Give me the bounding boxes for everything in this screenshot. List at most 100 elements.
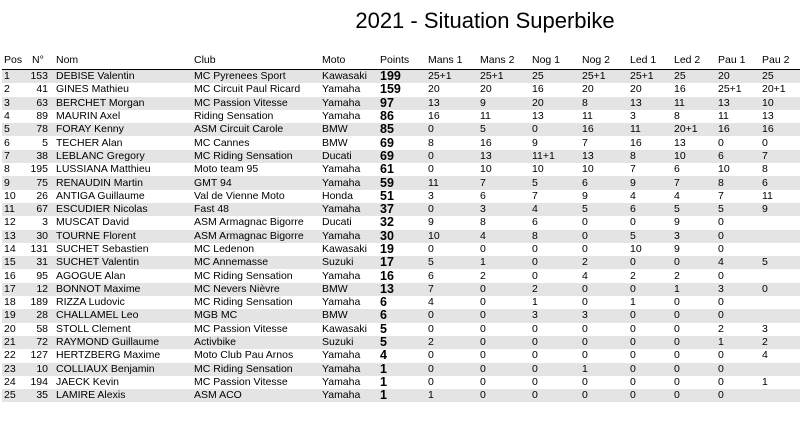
- column-header: Club: [192, 52, 320, 70]
- nog2-cell: 0: [582, 375, 588, 388]
- mans2-cell: 0: [480, 349, 486, 362]
- pau2-cell: 0: [762, 136, 768, 149]
- pos-cell: 4: [4, 110, 10, 123]
- points-cell: 199: [378, 69, 426, 84]
- number-cell: 3: [42, 216, 48, 229]
- name-cell: MAURIN Axel: [56, 110, 121, 123]
- moto-cell: BMW: [320, 309, 378, 323]
- moto-cell: Ducati: [320, 149, 378, 164]
- club-cell: ASM Circuit Carole: [192, 123, 320, 137]
- mans2-cell: 0: [478, 309, 530, 323]
- pau1-cell: 0: [716, 309, 760, 323]
- name-cell: HERTZBERG Maxime: [56, 349, 161, 362]
- number-cell: 58: [36, 322, 48, 335]
- nog2-cell: 0: [580, 229, 628, 243]
- mans2-cell: 2: [480, 269, 486, 282]
- pau2-cell: 2: [760, 335, 800, 350]
- led1-cell: 1: [630, 296, 636, 309]
- number-cell: 195: [30, 163, 48, 176]
- pos-cell: 23: [2, 362, 30, 376]
- led2-cell: 0: [672, 335, 716, 350]
- table-row: 10 26 ANTIGA Guillaume Val de Vienne Moto Ho…: [2, 190, 800, 203]
- points-cell: 1: [380, 375, 387, 389]
- name-cell: RENAUDIN Martin: [54, 176, 192, 190]
- number-cell: 72: [30, 335, 54, 350]
- points-cell: 30: [378, 229, 426, 243]
- mans1-cell: 0: [428, 243, 434, 255]
- mans1-cell: 0: [426, 123, 478, 137]
- table-row: 11 67 ESCUDIER Nicolas Fast 48 Yamaha 37 0 3 4 5 6…: [2, 202, 800, 217]
- moto-cell: Yamaha: [322, 163, 361, 176]
- pos-cell: 5: [2, 123, 30, 137]
- table-row: 19 28 CHALLAMEL Leo MGB MC BMW 6 0 0 3 3 0 0 0: [2, 309, 800, 323]
- table-row: 15 31 SUCHET Valentin MC Annemasse Suzuki 17 5…: [2, 256, 800, 270]
- nog1-cell: 0: [532, 375, 538, 388]
- led1-cell: 0: [628, 256, 672, 270]
- pau1-cell: 0: [718, 349, 724, 362]
- nog2-cell: 0: [580, 335, 628, 350]
- table-row: 18 189 RIZZA Ludovic MC Riding Sensation Yam…: [2, 296, 800, 309]
- number-cell: 95: [36, 269, 48, 282]
- name-cell: DEBISE Valentin: [54, 69, 192, 84]
- points-cell: 69: [378, 149, 426, 164]
- moto-cell: Yamaha: [320, 362, 378, 376]
- table-row: 1 153 DEBISE Valentin MC Pyrenees Sport Kawa…: [2, 69, 800, 84]
- pos-cell: 14: [4, 243, 16, 255]
- pau1-cell: 11: [718, 110, 729, 123]
- column-header: Mans 2: [478, 52, 530, 70]
- nog1-cell: 7: [532, 189, 538, 202]
- led2-cell: 5: [672, 202, 716, 217]
- pau2-cell: 0: [760, 282, 800, 297]
- pau2-cell: 11: [762, 189, 773, 202]
- club-cell: MGB MC: [192, 309, 320, 323]
- pos-cell: 8: [4, 163, 10, 176]
- mans1-cell: 0: [428, 375, 434, 388]
- pau1-cell: 0: [716, 389, 760, 403]
- points-cell: 69: [380, 136, 394, 150]
- moto-cell: Ducati: [322, 216, 352, 229]
- nog2-cell: 2: [580, 256, 628, 270]
- name-cell: LUSSIANA Matthieu: [56, 163, 151, 176]
- mans1-cell: 0: [426, 149, 478, 164]
- nog2-cell: 13: [580, 149, 628, 164]
- nog1-cell: 8: [530, 229, 580, 243]
- led1-cell: 25+1: [628, 69, 672, 84]
- number-cell: 78: [30, 123, 54, 137]
- nog1-cell: 25: [530, 69, 580, 84]
- table-row: 4 89 MAURIN Axel Riding Sensation Yamaha 86 16…: [2, 110, 800, 123]
- mans2-cell: 0: [478, 335, 530, 350]
- name-cell: LAMIRE Alexis: [54, 389, 192, 403]
- points-cell: 6: [380, 296, 387, 310]
- name-cell: TOURNE Florent: [54, 229, 192, 243]
- led1-cell: 0: [630, 322, 636, 335]
- club-cell: ASM Armagnac Bigorre: [192, 229, 320, 243]
- column-header: Mans 1: [426, 52, 478, 70]
- points-cell: 159: [380, 83, 401, 97]
- club-cell: MC Passion Vitesse: [194, 322, 288, 335]
- pos-cell: 25: [2, 389, 30, 403]
- led1-cell: 4: [630, 189, 636, 202]
- nog1-cell: 10: [532, 163, 544, 176]
- nog2-cell: 6: [580, 176, 628, 190]
- club-cell: MC Riding Sensation: [194, 296, 293, 309]
- moto-cell: Yamaha: [320, 176, 378, 190]
- mans1-cell: 3: [428, 189, 434, 202]
- nog1-cell: 4: [530, 202, 580, 217]
- led2-cell: 9: [674, 216, 680, 229]
- mans1-cell: 20: [428, 83, 440, 96]
- nog1-cell: 3: [530, 309, 580, 323]
- pau2-cell: [760, 229, 800, 243]
- mans2-cell: 7: [478, 176, 530, 190]
- led1-cell: 0: [630, 349, 636, 362]
- pau2-cell: [760, 362, 800, 376]
- points-cell: 32: [380, 216, 394, 230]
- mans1-cell: 9: [428, 216, 434, 229]
- club-cell: MC Riding Sensation: [194, 269, 293, 282]
- led2-cell: 9: [674, 243, 680, 255]
- nog1-cell: 5: [530, 176, 580, 190]
- pau2-cell: 5: [760, 256, 800, 270]
- moto-cell: BMW: [322, 136, 348, 149]
- pau2-cell: 1: [762, 375, 768, 388]
- points-cell: 19: [380, 242, 394, 256]
- nog1-cell: 13: [532, 110, 544, 123]
